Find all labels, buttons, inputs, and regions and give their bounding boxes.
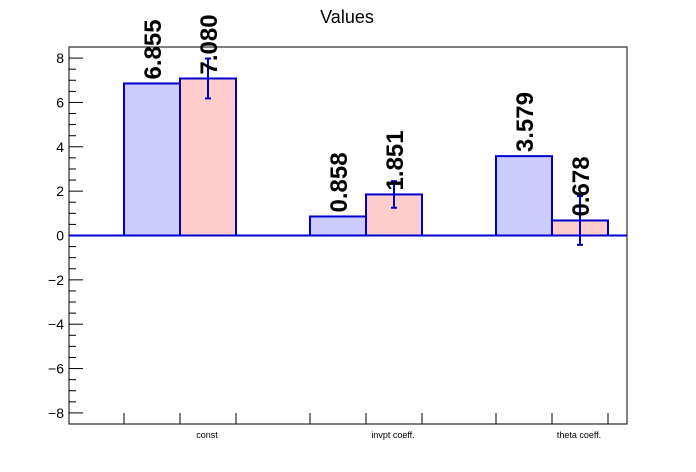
y-tick-label: −2 (48, 272, 64, 288)
bar (123, 82, 181, 237)
bar (495, 155, 553, 237)
y-tick-label: 2 (56, 183, 64, 199)
y-tick-label: −4 (48, 316, 64, 332)
x-category-label: invpt coeff. (371, 430, 414, 440)
data-label: 0.858 (326, 152, 353, 212)
data-label: 1.851 (382, 130, 409, 190)
y-tick-label: 0 (56, 228, 64, 244)
y-tick-label: 6 (56, 94, 64, 110)
data-label: 7.080 (196, 14, 223, 74)
plot-area: −8 −6 −4 −2 0 2 4 6 8 6.855 0.858 3.579 7.080 1.851 0.… (48, 14, 628, 440)
data-label: 0.678 (568, 156, 595, 216)
data-label: 6.855 (140, 19, 167, 79)
y-tick-label: −6 (48, 361, 64, 377)
y-tick-label: −8 (48, 405, 64, 421)
x-category-label: theta coeff. (557, 430, 601, 440)
y-tick-label: 4 (56, 139, 64, 155)
data-label: 3.579 (512, 92, 539, 152)
chart-title: Values (320, 7, 374, 27)
bar (309, 215, 367, 237)
y-tick-label: 8 (56, 50, 64, 66)
bar (179, 77, 237, 237)
x-category-label: const (196, 430, 218, 440)
